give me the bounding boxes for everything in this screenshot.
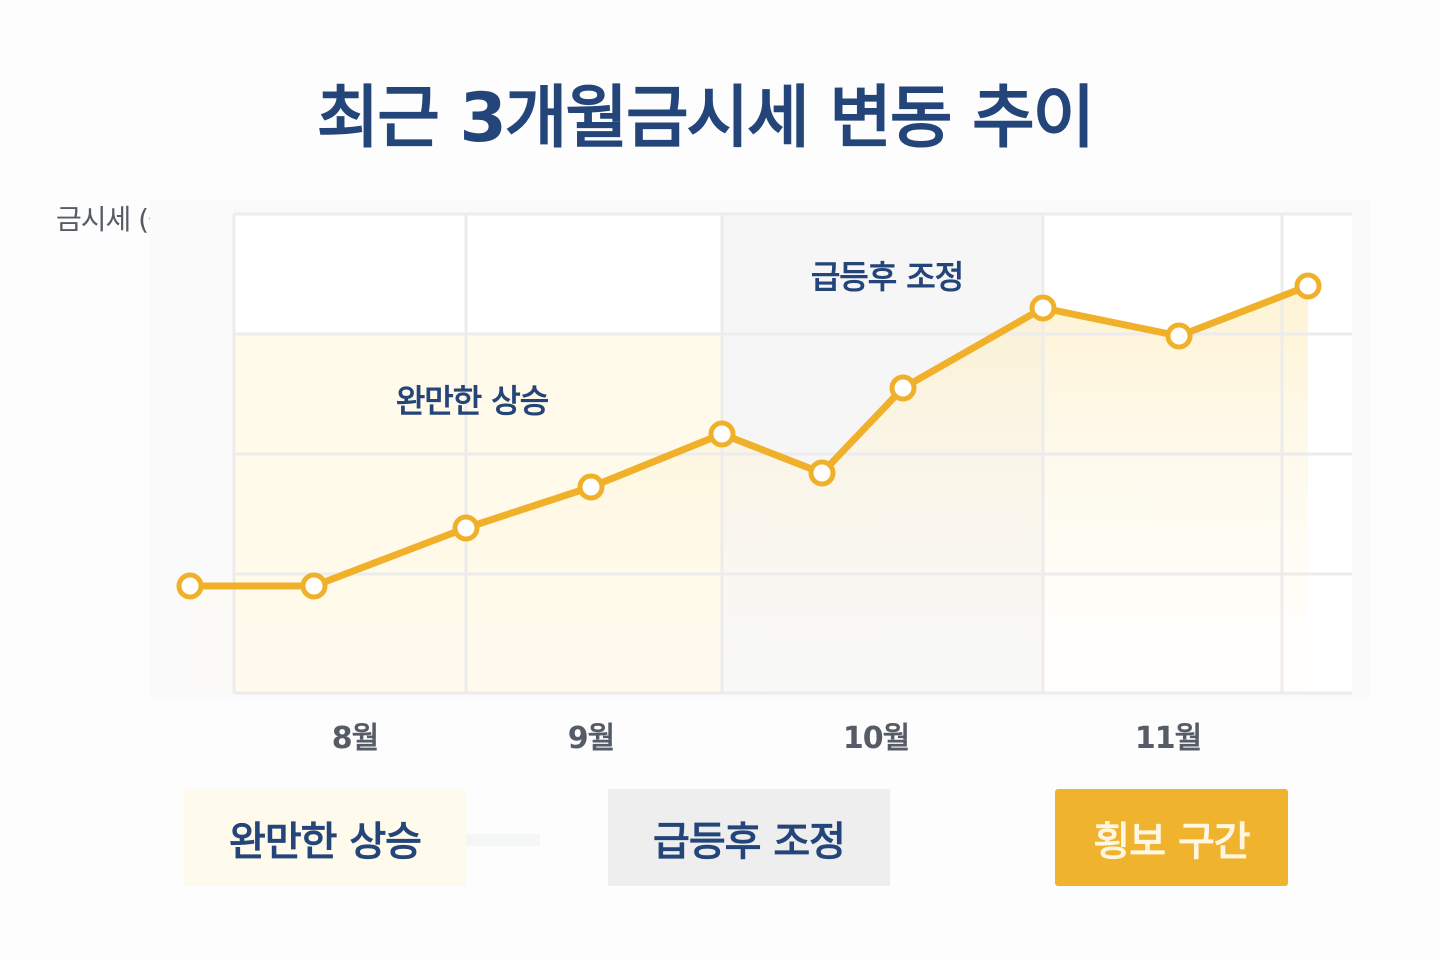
x-tick-oct: 10월 <box>842 721 910 756</box>
legend-label: 완만한 상승 <box>229 818 422 865</box>
x-tick-aug: 8월 <box>331 721 379 756</box>
data-point <box>808 459 836 487</box>
data-point <box>452 514 480 542</box>
data-point <box>708 420 736 448</box>
x-tick-nov: 11월 <box>1134 721 1202 756</box>
legend-surge-adjust: 급등후 조정 <box>608 789 890 886</box>
price-line <box>186 282 1312 590</box>
chart-title: 최근 3개월금시세 변동 추이 <box>316 79 1096 158</box>
legend-gradual-rise: 완만한 상승 <box>184 789 466 886</box>
band-label-surge-adjust: 급등후 조정 <box>810 258 964 296</box>
data-point <box>300 572 328 600</box>
area-fill <box>190 286 1308 693</box>
legend-connector <box>466 834 540 846</box>
data-point <box>889 374 917 402</box>
data-point <box>1165 322 1193 350</box>
data-point <box>1294 272 1322 300</box>
data-point <box>577 473 605 501</box>
legend-sideways: 횡보 구간 <box>1055 789 1288 886</box>
data-point <box>176 572 204 600</box>
legend-label: 급등후 조정 <box>653 818 846 865</box>
band-label-gradual-rise: 완만한 상승 <box>395 382 549 420</box>
legend-label: 횡보 구간 <box>1093 818 1250 865</box>
grid-lines <box>232 212 1352 695</box>
data-point <box>1029 294 1057 322</box>
data-points <box>176 272 1322 600</box>
x-tick-sep: 9월 <box>567 721 615 756</box>
